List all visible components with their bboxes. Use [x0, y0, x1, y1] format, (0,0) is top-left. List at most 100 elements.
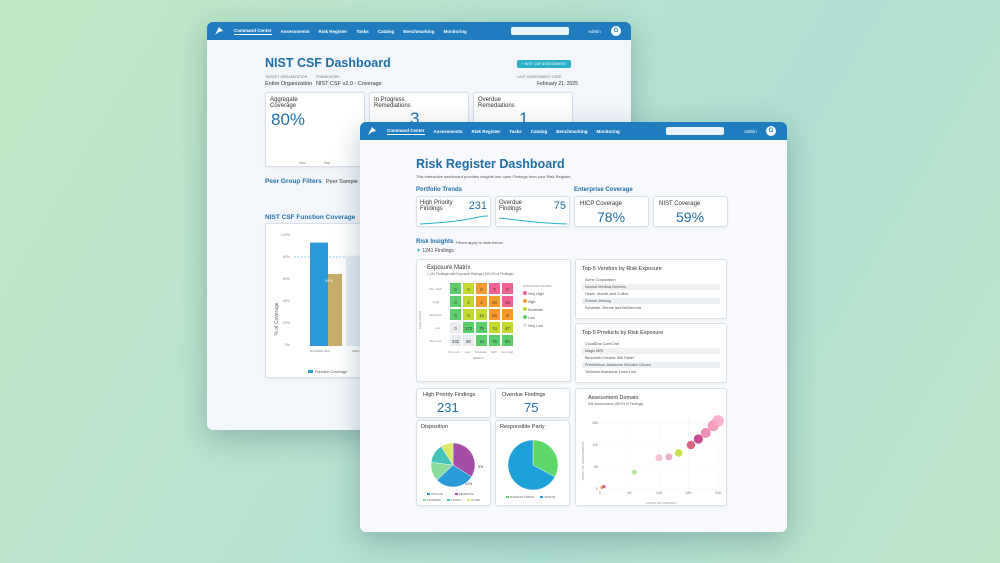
scatter-y-title: COUNT OF ASSESSMENTS: [581, 442, 585, 481]
pie-label: 14%: [465, 482, 473, 486]
date-label: LAST ASSESSMENT DATE: [517, 75, 562, 79]
nav-tasks[interactable]: Tasks: [356, 28, 369, 34]
matrix-row-label: Moderate: [429, 313, 442, 317]
matrix-cell[interactable]: 0: [449, 308, 462, 321]
vendor-row[interactable]: Acme Corporation: [585, 278, 616, 282]
in-progress-value: 3: [410, 109, 420, 128]
nav-catalog[interactable]: Catalog: [530, 128, 548, 134]
matrix-cell[interactable]: 2: [475, 295, 488, 308]
scatter-point: [665, 453, 673, 461]
matrix-cell[interactable]: 0: [449, 295, 462, 308]
matrix-cell[interactable]: 80: [462, 334, 475, 347]
overdue-small-card[interactable]: Overdue Findings 75: [495, 388, 570, 418]
matrix-cell[interactable]: 18: [475, 334, 488, 347]
nav-command-center[interactable]: Command Center: [387, 127, 425, 135]
matrix-cell[interactable]: 25: [501, 295, 514, 308]
matrix-cell[interactable]: 24: [488, 308, 501, 321]
hicp-coverage-card[interactable]: HICP Coverage 78%: [574, 196, 649, 227]
matrix-subtitle: 1,241 Findings with Exposure Ratings (10…: [427, 272, 514, 276]
matrix-cell[interactable]: 74: [488, 321, 501, 334]
matrix-cell[interactable]: 172: [462, 321, 475, 334]
framework-select[interactable]: NIST CSF v2.0 - Coverage: [316, 81, 382, 87]
y-axis-title: % of Coverage: [274, 302, 280, 335]
high-priority-small-card[interactable]: High Priority Findings 231: [416, 388, 491, 418]
findings-filter[interactable]: ▼ 1241 Findings: [416, 248, 454, 254]
app-logo-icon[interactable]: [213, 25, 225, 37]
app-logo-icon[interactable]: [366, 125, 378, 137]
matrix-cell[interactable]: 6: [501, 308, 514, 321]
nist-coverage-card[interactable]: NIST Coverage 59%: [653, 196, 728, 227]
product-row[interactable]: Premethium Awesome Wooden Gloves: [582, 362, 720, 368]
x-tick-label: 240: [715, 491, 721, 495]
admin-menu[interactable]: Admin: [744, 129, 757, 134]
matrix-col-label: High: [491, 350, 497, 354]
matrix-cell[interactable]: 60: [501, 334, 514, 347]
high-priority-trend-card[interactable]: High Priority Findings 231: [416, 196, 491, 227]
nav-benchmarking[interactable]: Benchmarking: [556, 128, 588, 134]
peer-group-select[interactable]: Peer Sample: [326, 179, 358, 185]
nav-assessments[interactable]: Assessments: [433, 128, 463, 134]
admin-menu[interactable]: Admin: [588, 29, 601, 34]
product-row[interactable]: Bimoforth Durable Silk Tablet: [585, 356, 634, 360]
matrix-cell[interactable]: 0: [449, 321, 462, 334]
nav-catalog[interactable]: Catalog: [377, 28, 395, 34]
overdue-remediations-label: Overdue Remediations: [478, 97, 515, 109]
pie-label: 9%: [478, 465, 484, 469]
search-input[interactable]: [511, 27, 569, 35]
search-input[interactable]: [666, 127, 724, 135]
function-coverage-chart: % of Coverage 100% 80% 60% 40% 20% 0% 94…: [265, 223, 378, 378]
avatar[interactable]: G: [766, 126, 776, 136]
matrix-cell[interactable]: 47: [501, 321, 514, 334]
y-tick: 60%: [283, 277, 291, 281]
matrix-cell[interactable]: 0: [462, 282, 475, 295]
page-title: NIST CSF Dashboard: [265, 56, 391, 70]
nav-assessments[interactable]: Assessments: [280, 28, 310, 34]
overdue-remediations-value: 1: [519, 109, 529, 128]
pie-slice: [507, 439, 556, 491]
target-value[interactable]: Entire Organization: [265, 81, 313, 87]
x-tick-label: 0: [599, 491, 601, 495]
product-row[interactable]: Tellurium Awesome Linen Unit: [585, 370, 636, 374]
matrix-cell[interactable]: 0: [501, 282, 514, 295]
matrix-cell[interactable]: 0: [488, 282, 501, 295]
disposition-pie: 9% 14% MITIGATE REMEDIATE TRANSFER ACCEP…: [423, 442, 484, 502]
matrix-cell[interactable]: 75: [475, 321, 488, 334]
nav-risk-register[interactable]: Risk Register: [318, 28, 348, 34]
disposition-legend: MITIGATE REMEDIATE TRANSFER ACCEPT OTHER: [423, 492, 480, 502]
nist-value: 59%: [676, 209, 705, 225]
product-row[interactable]: Magic MRI: [582, 348, 720, 354]
matrix-cell[interactable]: 0: [475, 282, 488, 295]
x-category-label: IDEN: [352, 349, 359, 353]
matrix-grid: 0 0 0 0 0 0 2 2 20 25 0 0 14 24 6 0 172 75 74 47 232 80 18 76 60: [449, 282, 515, 348]
pie-slice: [532, 439, 559, 478]
overdue-trend-card[interactable]: Overdue Findings 75: [495, 196, 570, 227]
vendor-row[interactable]: Howe, Nozzle and Collins: [585, 292, 629, 296]
matrix-cell[interactable]: 14: [475, 308, 488, 321]
nist-assessment-button[interactable]: + NIST CSF ASSESSMENT: [517, 60, 571, 68]
matrix-cell[interactable]: 76: [488, 334, 501, 347]
overdue-label: Overdue Findings: [499, 200, 523, 212]
nav-risk-register[interactable]: Risk Register: [471, 128, 501, 134]
vendor-row[interactable]: Schaefer, Zeeme and McDermott: [585, 306, 641, 310]
product-row[interactable]: CloudDox CareChat: [585, 342, 619, 346]
nav-command-center[interactable]: Command Center: [234, 27, 272, 35]
target-label: TARGET ORGANIZATION: [265, 75, 308, 79]
nav-benchmarking[interactable]: Benchmarking: [403, 28, 435, 34]
matrix-cell[interactable]: 0: [462, 308, 475, 321]
responsible-party-pie: BUSINESS OWNER VENDOR: [506, 439, 559, 499]
matrix-cell[interactable]: 2: [462, 295, 475, 308]
caret-down-icon: ▼: [416, 248, 421, 254]
matrix-col-label: Low: [465, 350, 471, 354]
matrix-cell[interactable]: 0: [449, 282, 462, 295]
nav-monitoring[interactable]: Monitoring: [596, 128, 620, 134]
matrix-cell[interactable]: 20: [488, 295, 501, 308]
exposure-matrix-card: Exposure Matrix 1,241 Findings with Expo…: [416, 259, 571, 382]
nav-tasks[interactable]: Tasks: [509, 128, 522, 134]
vendor-row[interactable]: Normal Medical Devices: [582, 284, 720, 290]
matrix-y-title: LIKELIHOOD: [418, 310, 423, 330]
nav-monitoring[interactable]: Monitoring: [443, 28, 467, 34]
domain-subtitle: 544 Assessments (55.5% of Findings): [588, 402, 644, 406]
vendor-row[interactable]: Rohner-Herzog: [582, 298, 720, 304]
matrix-cell[interactable]: 232: [449, 334, 462, 347]
avatar[interactable]: G: [611, 26, 621, 36]
